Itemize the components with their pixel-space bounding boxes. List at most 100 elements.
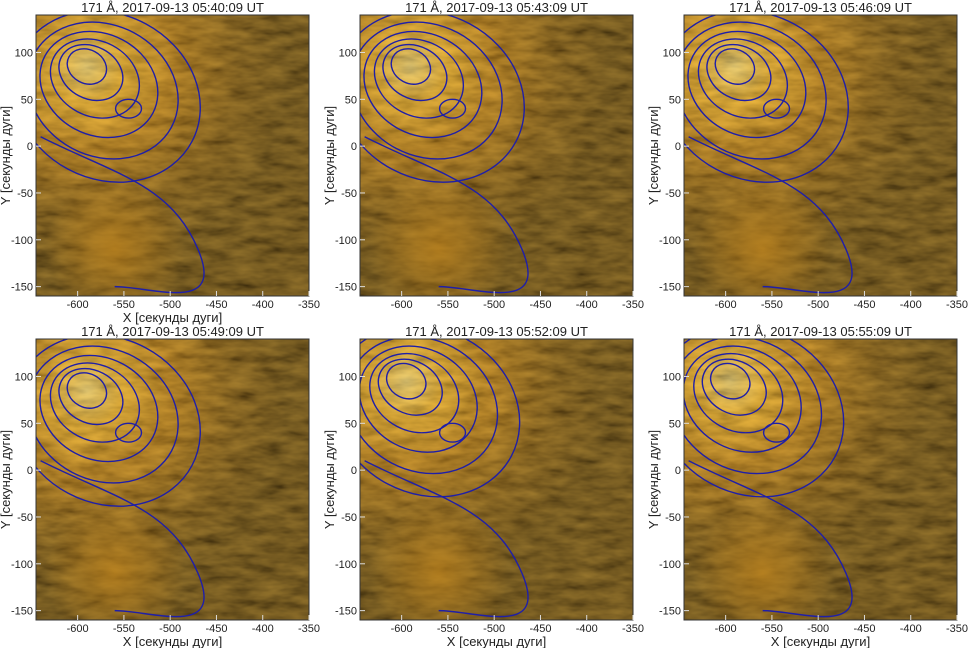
y-tick-label: 0 [675, 141, 681, 153]
contour-tail [40, 136, 205, 294]
contour-level-3 [693, 352, 784, 434]
x-tick-label: -450 [853, 299, 875, 311]
contour-level-5 [684, 21, 827, 160]
contour-level-3 [369, 352, 460, 434]
x-tick-label: -600 [67, 623, 89, 635]
y-tick-label: -100 [11, 235, 33, 247]
x-tick-label: -500 [483, 623, 505, 635]
axes-frame [359, 338, 634, 621]
contour-level-5 [36, 21, 179, 160]
x-tick-label: -450 [205, 623, 227, 635]
x-tick-label: -600 [67, 299, 89, 311]
euv-image [36, 339, 309, 620]
axes-frame [683, 14, 958, 297]
axes-frame [35, 14, 310, 297]
y-axis-label: Y [секунды дуги] [646, 106, 661, 205]
y-tick-label: -50 [341, 188, 357, 200]
x-tick-label: -500 [807, 623, 829, 635]
contour-level-2 [382, 43, 448, 102]
y-tick-label: 100 [15, 371, 33, 383]
x-tick-label: -450 [529, 299, 551, 311]
x-tick-label: -550 [113, 299, 135, 311]
y-tick-label: -150 [335, 282, 357, 294]
contour-level-1 [66, 48, 108, 85]
euv-image [684, 15, 957, 296]
contour-level-6 [36, 15, 201, 183]
contour-tail [364, 136, 529, 294]
contour-core [114, 422, 143, 443]
y-tick-label: 50 [669, 94, 681, 106]
contour-level-2 [58, 367, 124, 426]
x-tick-label: -550 [437, 623, 459, 635]
panel-title: 171 Å, 2017-09-13 05:46:09 UT [729, 0, 912, 15]
contour-tail [364, 460, 529, 618]
contour-level-2 [706, 43, 772, 102]
y-tick-label: 100 [15, 47, 33, 59]
y-tick-label: 50 [21, 94, 33, 106]
y-axis-label: Y [секунды дуги] [322, 430, 337, 529]
y-tick-label: 0 [27, 465, 33, 477]
y-tick-label: -50 [665, 512, 681, 524]
panel-4: 171 Å, 2017-09-13 05:49:09 UT -600 -550 -50… [0, 324, 320, 648]
contour-level-1 [66, 372, 108, 409]
axes-frame [35, 338, 310, 621]
contour-level-6 [360, 339, 521, 498]
y-tick-label: -50 [17, 512, 33, 524]
x-axis-label: X [секунды дуги] [123, 634, 222, 648]
x-tick-label: -500 [159, 299, 181, 311]
x-tick-label: -350 [622, 299, 644, 311]
contour-core [762, 422, 791, 443]
contour-level-4 [684, 345, 802, 453]
y-tick-label: -50 [17, 188, 33, 200]
x-tick-label: -450 [529, 623, 551, 635]
contour-level-6 [684, 339, 845, 498]
panel-title: 171 Å, 2017-09-13 05:49:09 UT [81, 324, 264, 339]
y-tick-label: -150 [11, 282, 33, 294]
y-tick-label: -100 [659, 559, 681, 571]
x-axis-label: X [секунды дуги] [123, 310, 222, 325]
contour-level-5 [360, 339, 499, 475]
x-tick-label: -400 [900, 623, 922, 635]
y-tick-label: 0 [351, 465, 357, 477]
y-axis-label: Y [секунды дуги] [0, 106, 13, 205]
x-tick-label: -350 [946, 623, 968, 635]
contour-core [762, 98, 791, 119]
x-tick-label: -500 [483, 299, 505, 311]
contour-level-2 [377, 358, 443, 416]
euv-image [36, 15, 309, 296]
x-tick-label: -600 [715, 299, 737, 311]
x-tick-label: -600 [391, 299, 413, 311]
y-tick-label: -50 [341, 512, 357, 524]
x-tick-label: -550 [761, 623, 783, 635]
contour-level-2 [701, 358, 767, 416]
contour-level-1 [390, 48, 432, 85]
x-tick-label: -550 [761, 299, 783, 311]
x-tick-label: -600 [715, 623, 737, 635]
contour-level-4 [360, 345, 478, 453]
x-tick-label: -350 [946, 299, 968, 311]
panel-1: 171 Å, 2017-09-13 05:40:09 UT -600 -550 -50… [0, 0, 320, 325]
contour-tail [688, 460, 853, 618]
panel-5: 171 Å, 2017-09-13 05:52:09 UT -600 -550 -50… [322, 324, 644, 648]
euv-image [684, 339, 957, 620]
contour-level-1 [714, 48, 756, 85]
y-tick-label: 100 [339, 371, 357, 383]
y-tick-label: -100 [659, 235, 681, 247]
contour-level-5 [36, 345, 179, 484]
y-tick-label: 0 [351, 141, 357, 153]
x-tick-label: -350 [298, 623, 320, 635]
x-tick-label: -500 [807, 299, 829, 311]
contour-tail [688, 136, 853, 294]
contour-lines [360, 339, 529, 618]
x-tick-label: -400 [252, 299, 274, 311]
contour-lines [684, 15, 853, 294]
euv-image [360, 339, 633, 620]
contour-core [114, 98, 143, 119]
contour-level-2 [58, 43, 124, 102]
contour-level-5 [360, 21, 503, 160]
contour-level-1 [385, 362, 427, 400]
y-axis-label: Y [секунды дуги] [322, 106, 337, 205]
y-axis-label: Y [секунды дуги] [646, 430, 661, 529]
contour-level-5 [684, 339, 823, 475]
